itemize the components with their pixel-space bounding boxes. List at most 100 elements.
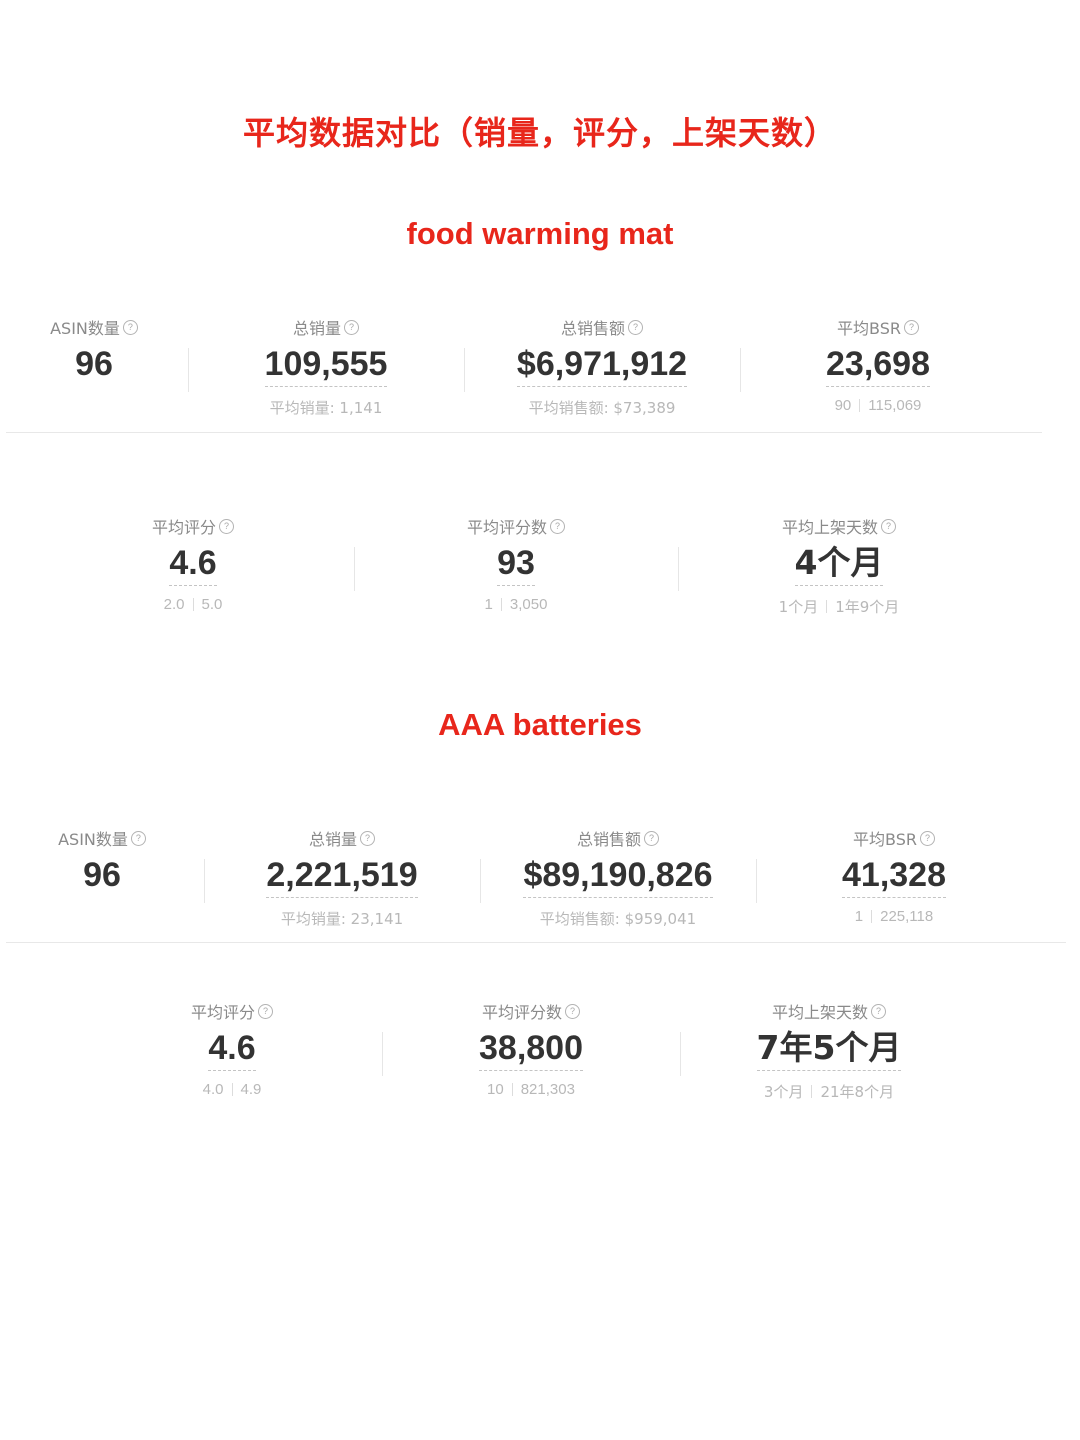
sub-separator (500, 598, 502, 611)
stat-label-text: 平均上架天数 (771, 1003, 868, 1022)
page-title: 平均数据对比（销量，评分，上架天数） (242, 114, 837, 152)
sub-separator (826, 600, 828, 613)
help-icon[interactable]: ? (565, 1003, 580, 1019)
stat-average-bsr: 平均BSR ? 41,328 1 225,118 (756, 827, 1032, 925)
stat-label: 平均评分数 ? (482, 1000, 580, 1022)
sub-separator (511, 1083, 513, 1096)
stat-asin-count: ASIN数量 ? 96 (0, 827, 204, 895)
stat-value: 96 (75, 345, 113, 383)
stat-value[interactable]: $6,971,912 (516, 344, 688, 387)
stat-total-sales: 总销量 ? 2,221,519 平均销量: 23,141 (204, 827, 480, 929)
stat-label: 总销售额 ? (561, 316, 643, 338)
stat-label-text: 总销售额 (576, 830, 641, 849)
stat-sub: 1 3,050 (485, 596, 548, 613)
stat-label-text: 总销量 (292, 319, 341, 338)
sub-separator (871, 910, 873, 923)
stat-label: 平均评分 ? (191, 1000, 273, 1022)
stat-value: 96 (83, 856, 121, 894)
stat-value[interactable]: 38,800 (479, 1028, 583, 1071)
stat-value[interactable]: 7年5个月 (756, 1028, 902, 1071)
stat-label: 平均上架天数 ? (772, 1000, 886, 1022)
help-icon[interactable]: ? (130, 830, 146, 846)
help-icon[interactable]: ? (919, 830, 935, 846)
stat-sub-min: 1 (484, 596, 493, 613)
stat-value[interactable]: 23,698 (826, 344, 930, 387)
stat-label: 平均BSR ? (853, 827, 935, 849)
stat-label-text: 平均BSR (837, 319, 901, 338)
section-divider (6, 942, 1066, 943)
help-icon[interactable]: ? (871, 1003, 886, 1019)
stat-value[interactable]: 93 (497, 543, 535, 586)
stat-average-rating: 平均评分 ? 4.6 2.0 5.0 (32, 515, 354, 613)
section-title-food-warming-mat: food warming mat (406, 216, 674, 251)
stat-asin-count: ASIN数量 ? 96 (0, 316, 188, 384)
stat-sub: 2.0 5.0 (164, 596, 223, 613)
stat-label: ASIN数量 ? (58, 827, 146, 849)
stat-sub-max: 115,069 (868, 397, 922, 414)
stat-sub: 平均销量: 23,141 (281, 908, 403, 929)
stat-average-listing-age: 平均上架天数 ? 7年5个月 3个月 21年8个月 (680, 1000, 978, 1102)
stat-label-text: 平均评分 (190, 1003, 255, 1022)
stat-label-text: 平均BSR (853, 830, 917, 849)
sub-separator (192, 598, 194, 611)
stat-label-text: ASIN数量 (58, 830, 128, 849)
stat-average-rating: 平均评分 ? 4.6 4.0 4.9 (82, 1000, 382, 1098)
help-icon[interactable]: ? (360, 830, 375, 846)
stat-sub: 平均销量: 1,141 (270, 397, 383, 418)
help-icon[interactable]: ? (644, 830, 659, 846)
stat-total-sales: 总销量 ? 109,555 平均销量: 1,141 (188, 316, 464, 418)
stat-value[interactable]: 41,328 (842, 855, 946, 898)
stat-total-revenue: 总销售额 ? $89,190,826 平均销售额: $959,041 (480, 827, 756, 929)
stat-sub-text: 平均销售额: $959,041 (539, 910, 697, 928)
help-icon[interactable]: ? (258, 1003, 273, 1019)
sub-separator (811, 1085, 813, 1098)
stat-label-text: 平均评分数 (481, 1003, 562, 1022)
stat-sub-max: 5.0 (201, 596, 223, 613)
stat-value[interactable]: 4.6 (208, 1028, 256, 1071)
stat-sub-min: 1 (854, 908, 864, 925)
stat-sub: 1 225,118 (855, 908, 933, 925)
stat-value[interactable]: 4.6 (169, 543, 217, 586)
stat-label: 平均BSR ? (837, 316, 919, 338)
section-divider (6, 432, 1042, 433)
stat-sub: 4.0 4.9 (203, 1081, 262, 1098)
stat-sub-max: 1年9个月 (835, 598, 900, 616)
help-icon[interactable]: ? (881, 518, 896, 534)
stat-sub: 10 821,303 (487, 1081, 575, 1098)
stat-sub-min: 4.0 (202, 1081, 224, 1098)
section-2-stats-row-1: ASIN数量 ? 96 总销量 ? 2,221,519 平均销量: 23,141… (0, 827, 1032, 929)
section-1-stats-row-2: 平均评分 ? 4.6 2.0 5.0 平均评分数 ? 93 1 3,050 平均… (32, 515, 1000, 617)
help-icon[interactable]: ? (219, 518, 234, 534)
stat-average-review-count: 平均评分数 ? 38,800 10 821,303 (382, 1000, 680, 1098)
stat-total-revenue: 总销售额 ? $6,971,912 平均销售额: $73,389 (464, 316, 740, 418)
stat-label-text: 总销量 (308, 830, 357, 849)
stat-sub: 平均销售额: $959,041 (540, 908, 696, 929)
stat-sub: 90 115,069 (835, 397, 922, 414)
stat-average-listing-age: 平均上架天数 ? 4个月 1个月 1年9个月 (678, 515, 1000, 617)
help-icon[interactable]: ? (550, 518, 565, 534)
stat-label: 总销售额 ? (577, 827, 659, 849)
help-icon[interactable]: ? (122, 319, 138, 335)
stat-label-text: 平均上架天数 (781, 518, 878, 537)
stat-value[interactable]: $89,190,826 (523, 855, 713, 898)
stat-average-bsr: 平均BSR ? 23,698 90 115,069 (740, 316, 1016, 414)
stat-sub-min: 2.0 (163, 596, 185, 613)
help-icon[interactable]: ? (344, 319, 359, 335)
stat-value[interactable]: 2,221,519 (266, 855, 418, 898)
stat-sub-min: 10 (487, 1081, 504, 1098)
stat-sub-max: 21年8个月 (820, 1083, 895, 1101)
stat-label-text: 平均评分数 (466, 518, 547, 537)
stat-sub-max: 4.9 (240, 1081, 262, 1098)
stat-sub-text: 平均销售额: $73,389 (528, 399, 676, 417)
section-2-stats-row-2: 平均评分 ? 4.6 4.0 4.9 平均评分数 ? 38,800 10 821… (82, 1000, 978, 1102)
stat-label-text: 总销售额 (560, 319, 625, 338)
stat-label: 总销量 ? (293, 316, 359, 338)
help-icon[interactable]: ? (628, 319, 643, 335)
stat-sub-min: 3个月 (763, 1083, 804, 1101)
stat-label: 平均评分 ? (152, 515, 234, 537)
stat-value[interactable]: 4个月 (794, 543, 884, 586)
sub-separator (859, 399, 861, 412)
stat-label: 总销量 ? (309, 827, 375, 849)
help-icon[interactable]: ? (903, 319, 919, 335)
stat-value[interactable]: 109,555 (264, 344, 388, 387)
